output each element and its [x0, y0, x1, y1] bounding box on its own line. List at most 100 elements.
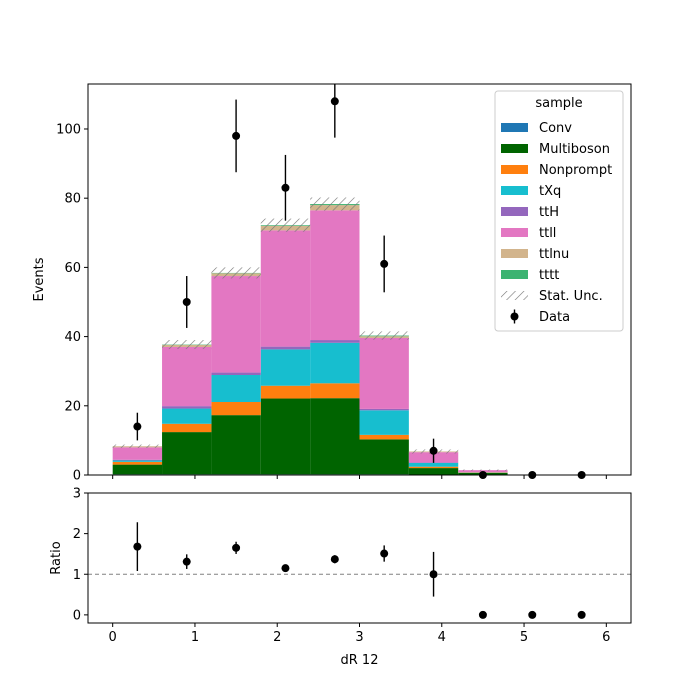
bar-ttll-bin-1: [162, 346, 212, 407]
main-ytick-label-4: 80: [64, 192, 81, 207]
main-ytick-label-0: 0: [73, 469, 81, 484]
bar-txq-bin-4: [310, 342, 360, 384]
ratio-point-4: [330, 555, 339, 564]
stat-unc-band-bin-1: [162, 340, 212, 350]
ratio-xtick-label-1: 1: [191, 630, 199, 645]
legend-swatch-txq: [501, 186, 528, 195]
ratio-point-2: [232, 543, 241, 552]
main-ylabel: Events: [32, 257, 47, 301]
ratio-xtick-label-6: 6: [602, 630, 610, 645]
ratio-point-3: [281, 564, 290, 573]
ratio-ytick-label-3: 3: [73, 487, 81, 502]
main-ytick-label-5: 100: [56, 122, 81, 137]
bar-multiboson-bin-0: [112, 464, 163, 475]
bar-nonprompt-bin-0: [112, 461, 163, 465]
bar-txq-bin-0: [112, 460, 163, 462]
bar-nonprompt-bin-6: [408, 466, 459, 469]
legend-swatch-multiboson: [501, 144, 528, 153]
main-ytick-label-3: 60: [64, 261, 81, 276]
ratio-point-8: [528, 610, 537, 619]
bar-txq-bin-6: [408, 462, 459, 467]
legend-title: sample: [535, 96, 582, 111]
bar-txq-bin-5: [359, 410, 409, 435]
legend-swatch-ttlnu: [501, 249, 528, 258]
bar-ttll-bin-4: [310, 210, 360, 341]
data-point-2: [232, 131, 241, 140]
ratio-panel: 0 1 2 3 0 1 2 3 4 5 6 dR 12 Ratio: [49, 487, 632, 668]
data-point-4: [330, 97, 339, 106]
bar-multiboson-bin-6: [408, 468, 459, 475]
bar-nonprompt-bin-2: [211, 401, 261, 416]
bar-tth-bin-1: [162, 406, 212, 409]
stat-unc-band-bin-3: [260, 218, 311, 232]
ratio-point-1: [182, 557, 191, 566]
legend-swatch-ttll: [501, 228, 528, 237]
legend-swatch-stat-unc: [501, 291, 528, 300]
legend-label-conv: Conv: [539, 121, 572, 136]
data-point-1: [182, 297, 191, 306]
ratio-ytick-label-1: 1: [73, 568, 81, 583]
bar-multiboson-bin-3: [260, 398, 311, 475]
legend-swatch-nonprompt: [501, 165, 528, 174]
ratio-xlabel: dR 12: [341, 653, 379, 668]
bar-multiboson-bin-5: [359, 439, 409, 475]
legend: sample Conv Multiboson Nonprompt tXq ttH ttll t…: [494, 90, 624, 332]
bar-multiboson-bin-1: [162, 432, 212, 475]
stat-unc-band-bin-5: [359, 331, 409, 340]
legend-label-tttt: tttt: [539, 268, 559, 283]
bar-ttll-bin-3: [260, 230, 311, 347]
bar-tth-bin-2: [211, 372, 261, 376]
bar-txq-bin-3: [260, 349, 311, 386]
data-point-6: [429, 446, 438, 455]
legend-label-multiboson: Multiboson: [539, 142, 610, 157]
bar-tth-bin-5: [359, 408, 409, 411]
stat-unc-band-bin-2: [211, 267, 261, 279]
legend-label-nonprompt: Nonprompt: [539, 163, 612, 178]
legend-label-stat-unc: Stat. Unc.: [539, 289, 603, 304]
bar-txq-bin-2: [211, 375, 261, 402]
ratio-point-6: [429, 570, 438, 579]
main-ytick-label-2: 40: [64, 330, 81, 345]
ratio-xtick-label-0: 0: [109, 630, 117, 645]
ratio-point-9: [577, 610, 586, 619]
bar-ttll-bin-2: [211, 276, 261, 373]
ratio-ylabel: Ratio: [49, 541, 64, 574]
data-point-5: [380, 259, 389, 268]
ratio-point-0: [133, 542, 142, 551]
main-ytick-label-1: 20: [64, 399, 81, 414]
ratio-axes-frame: [87, 492, 632, 624]
bar-tth-bin-4: [310, 340, 360, 343]
bar-nonprompt-bin-5: [359, 434, 409, 440]
legend-label-ttlnu: ttlnu: [539, 247, 569, 262]
bar-tth-bin-0: [112, 459, 163, 461]
ratio-point-5: [380, 549, 389, 558]
main-panel: 0 20 40 60 80 100 Events: [32, 83, 632, 484]
bar-nonprompt-bin-1: [162, 423, 212, 433]
ratio-xtick-label-5: 5: [520, 630, 528, 645]
stat-unc-band-bin-7: [458, 469, 508, 471]
bar-multiboson-bin-4: [310, 398, 360, 475]
stat-unc-band-bin-0: [112, 444, 163, 449]
data-point-0: [133, 422, 142, 431]
data-point-3: [281, 183, 290, 192]
bar-ttll-bin-5: [359, 337, 409, 409]
legend-swatch-tth: [501, 207, 528, 216]
legend-label-txq: tXq: [539, 184, 561, 199]
bar-nonprompt-bin-3: [260, 385, 311, 399]
ratio-xtick-label-2: 2: [273, 630, 281, 645]
ratio-ytick-label-0: 0: [73, 608, 81, 623]
legend-label-ttll: ttll: [539, 226, 556, 241]
bar-nonprompt-bin-4: [310, 383, 360, 399]
legend-label-data: Data: [539, 310, 570, 325]
ratio-xtick-label-4: 4: [438, 630, 446, 645]
legend-swatch-data-marker: [510, 312, 519, 321]
bar-tth-bin-3: [260, 346, 311, 350]
ratio-ytick-label-2: 2: [73, 527, 81, 542]
legend-label-tth: ttH: [539, 205, 559, 220]
ratio-point-7: [478, 610, 487, 619]
bar-ttll-bin-0: [112, 447, 163, 460]
bar-multiboson-bin-2: [211, 415, 261, 475]
ratio-xtick-label-3: 3: [355, 630, 363, 645]
legend-swatch-conv: [501, 123, 528, 132]
